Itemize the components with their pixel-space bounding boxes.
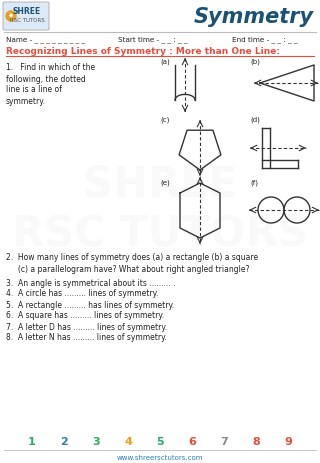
Text: Name - _ _ _ _ _ _ _ _ _: Name - _ _ _ _ _ _ _ _ _	[6, 37, 85, 44]
Text: (c): (c)	[160, 117, 169, 123]
Text: SHREE
RSC TUTORS: SHREE RSC TUTORS	[12, 165, 308, 255]
FancyBboxPatch shape	[3, 2, 49, 30]
Text: 1.   Find in which of the: 1. Find in which of the	[6, 63, 95, 73]
Text: (d): (d)	[250, 117, 260, 123]
Text: (e): (e)	[160, 180, 170, 186]
Text: Start time - _ _ : _ _: Start time - _ _ : _ _	[118, 37, 188, 44]
Text: 3.  An angle is symmetrical about its ......... .: 3. An angle is symmetrical about its ...…	[6, 279, 175, 288]
Text: 2: 2	[60, 437, 68, 447]
Text: (b): (b)	[250, 59, 260, 65]
Text: following, the dotted: following, the dotted	[6, 75, 86, 83]
Text: 7.  A letter D has ......... lines of symmetry.: 7. A letter D has ......... lines of sym…	[6, 323, 167, 332]
Text: 7: 7	[220, 437, 228, 447]
Text: End time - _ _ : _ _: End time - _ _ : _ _	[232, 37, 298, 44]
Text: ♦: ♦	[8, 13, 14, 19]
Text: (f): (f)	[250, 180, 258, 186]
Text: 8: 8	[252, 437, 260, 447]
Text: symmetry.: symmetry.	[6, 96, 46, 106]
Text: 4.  A circle has ......... lines of symmetry.: 4. A circle has ......... lines of symme…	[6, 289, 158, 299]
Text: (c) a parallelogram have? What about right angled triangle?: (c) a parallelogram have? What about rig…	[6, 264, 250, 274]
Text: 6.  A square has ......... lines of symmetry.: 6. A square has ......... lines of symme…	[6, 312, 164, 320]
Text: 5.  A rectangle ......... has lines of symmetry.: 5. A rectangle ......... has lines of sy…	[6, 300, 174, 309]
Circle shape	[6, 11, 16, 21]
Text: Symmetry: Symmetry	[194, 7, 314, 27]
Text: SHREE: SHREE	[13, 6, 41, 15]
Text: (a): (a)	[160, 59, 170, 65]
Text: 4: 4	[124, 437, 132, 447]
Text: 2.  How many lines of symmetry does (a) a rectangle (b) a square: 2. How many lines of symmetry does (a) a…	[6, 254, 258, 263]
Text: 1: 1	[28, 437, 36, 447]
Text: 5: 5	[156, 437, 164, 447]
Text: 9: 9	[284, 437, 292, 447]
Text: Recognizing Lines of Symmetry : More than One Line:: Recognizing Lines of Symmetry : More tha…	[6, 48, 280, 56]
Text: 3: 3	[92, 437, 100, 447]
Text: 8.  A letter N has ......... lines of symmetry.: 8. A letter N has ......... lines of sym…	[6, 333, 167, 343]
Text: RSC TUTORS: RSC TUTORS	[10, 18, 44, 23]
Text: 6: 6	[188, 437, 196, 447]
Text: line is a line of: line is a line of	[6, 86, 62, 94]
Text: www.shreersctutors.com: www.shreersctutors.com	[117, 455, 203, 461]
